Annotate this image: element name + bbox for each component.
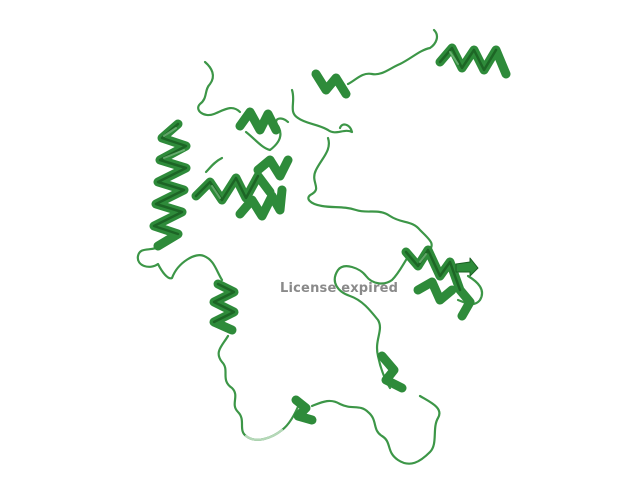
coil-helix-junction <box>244 117 290 152</box>
helix-center-bundle-b <box>235 185 287 221</box>
beta-strand <box>455 257 479 277</box>
helix-shading <box>152 46 498 324</box>
coil-top-right <box>346 28 439 86</box>
helix-center-bundle-a <box>191 171 275 205</box>
coil-loops <box>136 28 484 465</box>
helix-bottom-small <box>291 395 317 425</box>
coil-middle-long <box>307 136 433 254</box>
helix-right-b <box>413 277 457 305</box>
faded-coil <box>244 428 284 441</box>
helix-right-a <box>401 245 475 321</box>
coil-top-center <box>290 88 354 134</box>
coil-middle-down <box>217 334 302 441</box>
coil-left-helix-bottom <box>136 244 224 282</box>
coil-right-lower <box>333 252 412 390</box>
coil-small-tail <box>204 156 224 174</box>
coil-bottom-right <box>310 394 441 465</box>
coil-top-left <box>197 60 242 117</box>
license-watermark: License expired <box>280 281 399 296</box>
helix-lower-right <box>377 351 407 393</box>
helix-top-center <box>311 69 351 99</box>
helices <box>149 43 511 425</box>
helix-highlights <box>163 51 459 263</box>
helix-top-small <box>235 107 281 135</box>
coil-right-extra <box>456 274 484 306</box>
helix-center-bundle-c <box>253 155 293 181</box>
